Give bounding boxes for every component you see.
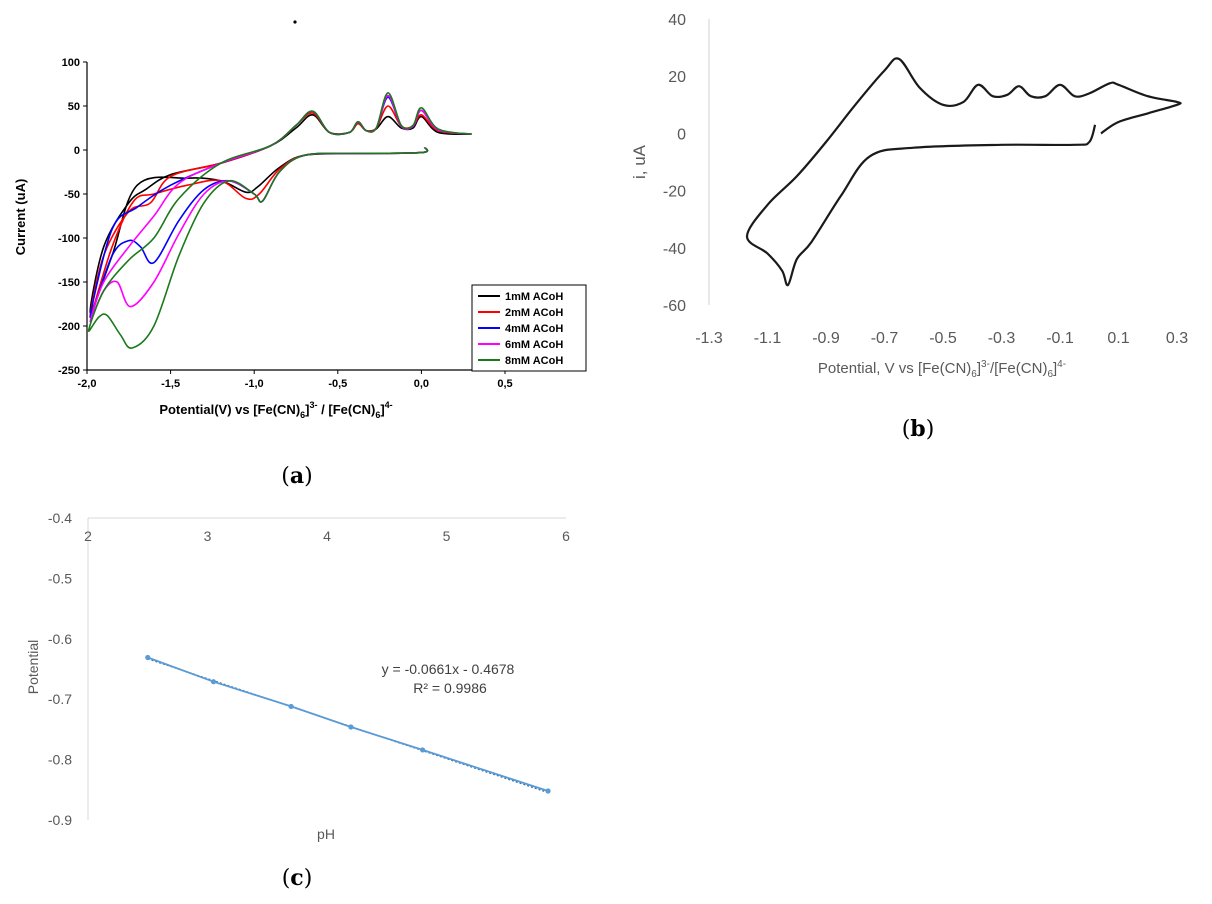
chart-a-legend-label: 8mM ACoH xyxy=(505,355,563,367)
chart-b-series-group xyxy=(745,57,1182,287)
chart-c-ylabel: Potential xyxy=(25,640,41,694)
chart-c-ytick-label: -0.4 xyxy=(48,510,72,526)
chart-a-xtick-label: -0,5 xyxy=(328,378,347,390)
chart-b-ytick-label: 40 xyxy=(668,12,686,29)
stray-dot xyxy=(293,20,297,24)
chart-c-ytick-label: -0.8 xyxy=(48,752,72,768)
chart-c-xtick-label: 6 xyxy=(562,528,570,544)
chart-c-data-point xyxy=(145,654,151,661)
chart-b-xtick-label: -0.9 xyxy=(812,330,840,347)
chart-a-ylabel: Current (uA) xyxy=(13,179,28,256)
chart-b-ytick-label: 0 xyxy=(677,126,686,143)
panel-label-a: (a) xyxy=(281,463,312,489)
panel-b: 40 20 0 -20 -40 -60 -1.3 -1.1 -0.9 -0.7 -0.5 -0.3 -0… xyxy=(630,12,1188,380)
panel-label-b: (b) xyxy=(902,416,935,442)
chart-c-ytick-label: -0.9 xyxy=(48,812,72,828)
chart-b-xlabel: Potential, V vs [Fe(CN)6]3-/[Fe(CN)6]4- xyxy=(818,359,1066,380)
chart-c-data-point xyxy=(545,788,551,794)
chart-c-r-squared: R² = 0.9986 xyxy=(413,680,487,696)
chart-b-xtick-label: 0.3 xyxy=(1166,330,1188,347)
chart-c-xtick-label: 5 xyxy=(443,528,451,544)
chart-b-ytick-label: -40 xyxy=(663,241,686,258)
chart-a-legend-label: 6mM ACoH xyxy=(505,339,563,351)
chart-c-equation: y = -0.0661x - 0.4678 xyxy=(382,661,515,677)
chart-a-xtick-label: 0,5 xyxy=(497,378,512,390)
chart-a-ytick-label: -150 xyxy=(58,277,80,289)
chart-a-ytick-label: -200 xyxy=(58,321,80,333)
chart-a-ytick-label: 100 xyxy=(62,57,80,69)
chart-c-data-point xyxy=(348,724,354,730)
chart-b-xtick-label: -0.5 xyxy=(929,330,957,347)
chart-a-series-line xyxy=(89,114,472,314)
chart-c-data-point xyxy=(420,747,426,753)
chart-a-ytick-label: -100 xyxy=(58,233,80,245)
chart-a-ytick-label: -250 xyxy=(58,365,80,377)
chart-b-ytick-label: -60 xyxy=(663,298,686,315)
chart-a-xlabel: Potential(V) vs [Fe(CN)6]3- / [Fe(CN)6]4… xyxy=(159,400,392,420)
chart-c-data-point xyxy=(288,703,294,710)
chart-a-legend-label: 4mM ACoH xyxy=(505,323,563,335)
chart-b-xtick-label: -0.7 xyxy=(871,330,899,347)
chart-b-xtick-label: -1.1 xyxy=(754,330,782,347)
chart-c-xtick-label: 4 xyxy=(323,528,331,544)
chart-a-legend-label: 1mM ACoH xyxy=(505,291,563,303)
chart-a-series-line xyxy=(89,96,472,319)
chart-b-xtick-label: -1.3 xyxy=(695,330,723,347)
chart-c-data-point xyxy=(210,679,217,685)
panel-label-c: (c) xyxy=(282,865,313,891)
chart-a-xtick-label: -1,0 xyxy=(245,378,264,390)
chart-c-ytick-label: -0.7 xyxy=(48,691,72,707)
chart-b-cv-line xyxy=(745,57,1182,287)
chart-a-legend-label: 2mM ACoH xyxy=(505,307,563,319)
chart-a-ytick-label: 0 xyxy=(74,145,80,157)
chart-c-series-line xyxy=(147,656,549,792)
panel-a: 100 50 0 -50 -100 -150 -200 -250-2,0 -1,5 -1,0 -0,… xyxy=(13,57,587,420)
chart-a-ytick-label: 50 xyxy=(68,101,80,113)
chart-c-ytick-label: -0.5 xyxy=(48,570,72,586)
chart-a-series-line xyxy=(89,94,472,323)
chart-b-xtick-label: -0.3 xyxy=(988,330,1016,347)
chart-a-xtick-label: 0,0 xyxy=(414,378,429,390)
chart-c-xtick-label: 3 xyxy=(204,528,212,544)
chart-a-series-line xyxy=(87,91,472,349)
chart-a-xtick-label: -2,0 xyxy=(78,378,97,390)
chart-a-legend: 1mM ACoH 2mM ACoH 4mM ACoH 6mM ACoH 8mM ACoH xyxy=(471,284,587,372)
chart-b-ylabel: i, uA xyxy=(630,144,649,179)
panel-c: -0.4-0.5-0.6-0.7-0.8-0.92 3 4 5 6 Potential … xyxy=(25,510,570,842)
chart-a-series-group xyxy=(87,91,472,349)
chart-a-series-line xyxy=(89,105,472,319)
chart-c-ytick-label: -0.6 xyxy=(48,631,72,647)
chart-c-xlabel: pH xyxy=(317,826,335,842)
chart-c-xtick-label: 2 xyxy=(84,528,92,544)
chart-c-series-group xyxy=(145,654,551,794)
chart-a-xtick-label: -1,5 xyxy=(161,378,180,390)
chart-b-ytick-label: -20 xyxy=(663,184,686,201)
chart-b-xtick-label: 0.1 xyxy=(1107,330,1129,347)
chart-a-ytick-label: -50 xyxy=(64,189,80,201)
chart-b-xtick-label: -0.1 xyxy=(1046,330,1074,347)
chart-b-ytick-label: 20 xyxy=(668,69,686,86)
